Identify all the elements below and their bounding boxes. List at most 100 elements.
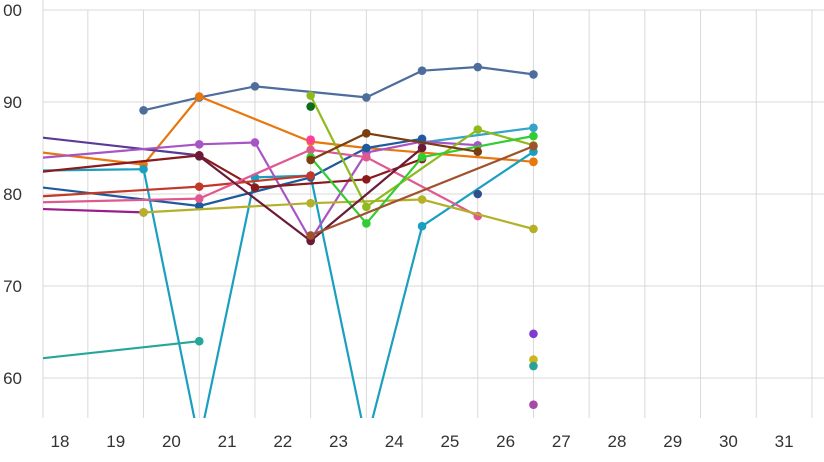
y-tick-label: 90 xyxy=(3,93,22,112)
data-point xyxy=(529,123,538,133)
data-point xyxy=(306,231,315,240)
series xyxy=(194,143,427,246)
series xyxy=(529,355,538,364)
data-point xyxy=(139,164,148,174)
series-line xyxy=(310,145,534,237)
data-point xyxy=(194,151,204,161)
series-line xyxy=(43,95,534,166)
data-point xyxy=(306,135,315,145)
data-point xyxy=(529,224,538,234)
series-line xyxy=(43,137,423,208)
x-tick-label: 22 xyxy=(273,432,292,451)
data-point xyxy=(250,138,260,147)
data-point xyxy=(417,143,427,153)
data-point xyxy=(473,125,483,134)
series-line xyxy=(43,136,200,157)
data-point xyxy=(306,91,315,100)
data-point xyxy=(194,194,204,203)
series-line xyxy=(309,95,534,208)
x-tick-label: 28 xyxy=(608,432,627,451)
data-point xyxy=(250,82,260,91)
data-point xyxy=(362,174,371,184)
y-tick-label: 70 xyxy=(3,277,22,296)
series xyxy=(43,336,204,360)
series xyxy=(529,400,538,409)
series xyxy=(529,157,538,167)
data-point xyxy=(417,221,427,231)
data-point xyxy=(194,92,204,101)
data-point xyxy=(362,93,371,102)
data-point xyxy=(417,66,427,76)
data-point xyxy=(362,219,371,228)
series-line xyxy=(43,154,423,189)
data-point xyxy=(529,131,538,141)
y-tick-label: 00 xyxy=(3,1,22,20)
data-point xyxy=(139,105,148,115)
data-point xyxy=(362,143,371,153)
x-tick-label: 23 xyxy=(329,432,348,451)
x-tick-label: 21 xyxy=(218,432,237,451)
data-point xyxy=(194,182,204,191)
data-point xyxy=(362,202,371,212)
series xyxy=(306,128,483,165)
data-point xyxy=(417,134,427,144)
data-point xyxy=(306,102,315,111)
x-tick-label: 25 xyxy=(440,432,459,451)
series xyxy=(306,102,315,111)
data-point xyxy=(529,157,538,167)
series xyxy=(529,361,538,371)
data-point xyxy=(529,141,538,151)
series-line xyxy=(143,65,534,112)
series xyxy=(43,171,315,198)
series xyxy=(306,141,538,240)
data-point xyxy=(194,201,204,211)
x-tick-label: 31 xyxy=(775,432,794,451)
data-point xyxy=(362,128,371,138)
data-point xyxy=(417,152,427,162)
series xyxy=(43,92,538,169)
data-point xyxy=(194,140,204,149)
data-point xyxy=(306,198,315,208)
series-line xyxy=(43,340,200,360)
x-tick-label: 20 xyxy=(162,432,181,451)
x-tick-label: 30 xyxy=(719,432,738,451)
series xyxy=(529,329,538,339)
data-point xyxy=(306,155,315,165)
data-point xyxy=(306,171,315,180)
data-point xyxy=(194,336,204,346)
data-point xyxy=(529,70,538,79)
data-point xyxy=(250,183,260,192)
data-point xyxy=(473,62,483,72)
data-point xyxy=(529,329,538,339)
series xyxy=(306,135,315,145)
data-point xyxy=(417,195,427,204)
data-point xyxy=(473,189,483,199)
series xyxy=(139,195,538,234)
series xyxy=(473,189,483,199)
data-point xyxy=(529,400,538,409)
data-point xyxy=(529,361,538,371)
y-tick-label: 80 xyxy=(3,185,22,204)
y-tick-label: 60 xyxy=(3,369,22,388)
data-point xyxy=(362,152,371,162)
series-line xyxy=(43,150,535,418)
chart-grid xyxy=(42,0,824,418)
series xyxy=(43,207,148,217)
plot-area xyxy=(43,62,538,418)
x-tick-label: 29 xyxy=(663,432,682,451)
data-point xyxy=(139,208,148,217)
y-axis-ticks: 60 70 80 90 00 xyxy=(3,1,22,388)
x-tick-label: 19 xyxy=(106,432,125,451)
x-tick-label: 24 xyxy=(385,432,404,451)
series-line xyxy=(43,207,144,214)
data-point xyxy=(529,355,538,364)
x-tick-label: 26 xyxy=(496,432,515,451)
x-axis-ticks: 18 19 20 21 22 23 24 25 26 27 28 29 30 31 xyxy=(51,432,794,451)
series-line xyxy=(143,198,534,231)
data-point xyxy=(306,145,315,155)
series-line xyxy=(421,126,534,144)
x-tick-label: 18 xyxy=(51,432,70,451)
x-tick-label: 27 xyxy=(552,432,571,451)
series-line xyxy=(309,134,534,225)
